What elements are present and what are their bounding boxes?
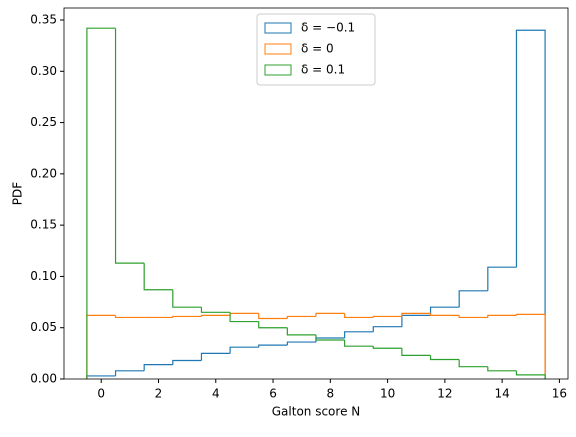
y-tick-label: 0.10 (30, 269, 57, 283)
x-tick-label: 8 (326, 387, 334, 401)
histogram-step (172, 359, 202, 365)
histogram-step (114, 28, 145, 264)
histogram-step (229, 312, 259, 323)
x-tick-label: 16 (552, 387, 567, 401)
histogram-step (315, 334, 345, 341)
y-tick-label: 0.00 (30, 372, 57, 386)
histogram-step (372, 315, 402, 318)
y-tick-label: 0.20 (30, 166, 57, 180)
histogram-step (286, 327, 316, 336)
plot-frame (63, 7, 569, 380)
histogram-step (200, 352, 231, 361)
histogram-step (86, 314, 116, 379)
histogram-step (114, 315, 145, 319)
histogram-step (429, 355, 460, 361)
histogram-step (401, 314, 431, 327)
histogram-step (401, 348, 431, 357)
histogram-step (487, 366, 517, 372)
y-tick-label: 0.05 (30, 320, 57, 334)
histogram-step (515, 313, 546, 379)
y-axis-label: PDF (11, 182, 25, 205)
histogram-step (515, 370, 546, 379)
histogram-step (458, 290, 488, 308)
histogram-step (200, 307, 231, 313)
x-tick-label: 12 (437, 387, 452, 401)
histogram-step (429, 313, 460, 317)
histogram-step (172, 289, 202, 308)
histogram-step (372, 346, 402, 349)
y-tick-label: 0.15 (30, 218, 57, 232)
histogram-step (114, 370, 145, 376)
histogram-step (458, 315, 488, 319)
histogram-step (229, 312, 259, 316)
legend-swatch (264, 22, 292, 34)
y-tick-label: 0.30 (30, 64, 57, 78)
histogram-step (344, 331, 374, 338)
histogram-step (200, 314, 231, 317)
histogram-step (372, 326, 402, 332)
histogram-step (344, 313, 374, 319)
legend-swatch (264, 64, 292, 76)
histogram-step (344, 340, 374, 347)
histogram-step (172, 315, 202, 318)
histogram-step (258, 313, 288, 320)
histogram-step (286, 341, 316, 346)
x-tick-label: 14 (494, 387, 509, 401)
histogram-step (143, 364, 173, 371)
x-tick-label: 2 (155, 387, 163, 401)
histogram-step (487, 266, 517, 291)
legend-label: δ = −0.1 (301, 21, 355, 35)
histogram-step (458, 359, 488, 368)
histogram-step (286, 315, 316, 319)
x-tick-label: 0 (97, 387, 105, 401)
histogram-step (143, 263, 173, 291)
histogram-step (258, 344, 288, 348)
x-tick-label: 4 (212, 387, 220, 401)
x-tick-label: 10 (380, 387, 395, 401)
histogram-step (315, 312, 345, 317)
x-axis-label: Galton score N (272, 405, 361, 419)
histogram-step (229, 346, 259, 354)
legend-label: δ = 0.1 (301, 63, 345, 77)
histogram-step (429, 306, 460, 316)
histogram-step (487, 314, 517, 318)
histogram-step (401, 312, 431, 317)
x-tick-label: 6 (269, 387, 277, 401)
histogram-step (86, 27, 116, 379)
legend-label: δ = 0 (301, 42, 334, 56)
y-tick-label: 0.25 (30, 115, 57, 129)
histogram-step (515, 29, 546, 379)
legend-swatch (264, 43, 292, 55)
histogram-step (258, 321, 288, 329)
legend-box (256, 13, 376, 86)
y-tick-label: 0.35 (30, 13, 57, 27)
histogram-step (86, 375, 116, 379)
